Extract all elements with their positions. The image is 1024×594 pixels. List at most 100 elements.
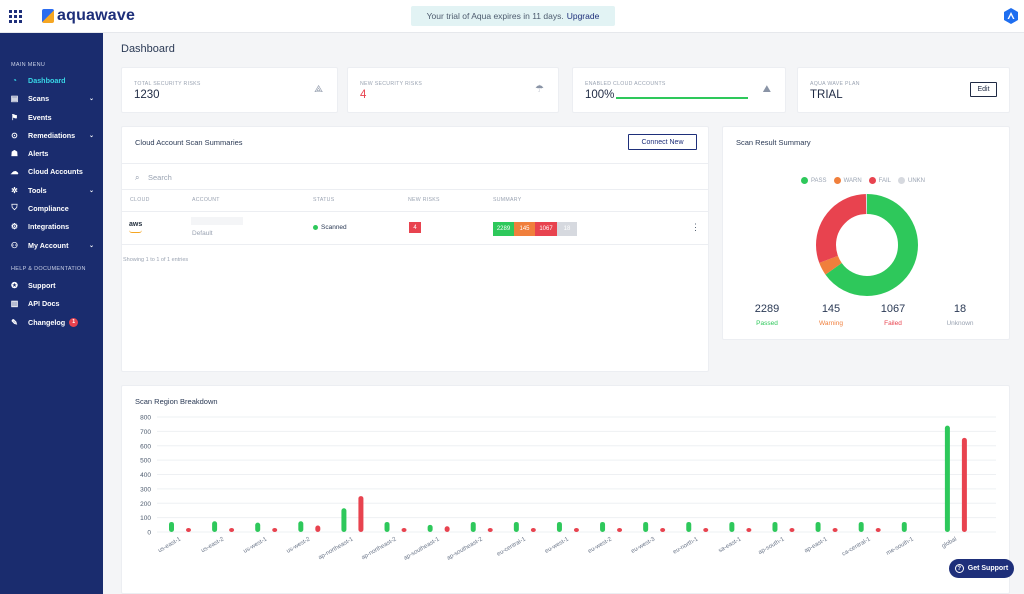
connect-new-button[interactable]: Connect New bbox=[628, 134, 697, 150]
bar-fail-ap-south-1[interactable] bbox=[789, 528, 795, 532]
scan-region-bar-chart: 0 100 200 300 400 500 600 700 800 us-east-1 us-eas… bbox=[140, 415, 996, 562]
sidebar-item-alerts[interactable]: ☗ Alerts bbox=[10, 146, 94, 160]
edit-plan-button[interactable]: Edit bbox=[970, 82, 997, 97]
bar-pass-ap-southeast-2[interactable] bbox=[470, 521, 476, 532]
x-tick-label: us-west-1 bbox=[243, 536, 269, 555]
user-account-icon[interactable] bbox=[1004, 8, 1018, 24]
bar-fail-global[interactable] bbox=[961, 437, 967, 532]
bar-pass-ap-southeast-1[interactable] bbox=[427, 524, 433, 532]
bar-pass-sa-east-1[interactable] bbox=[729, 521, 735, 532]
x-tick-label: ap-northeast-1 bbox=[318, 536, 355, 561]
status-dot-icon bbox=[313, 225, 318, 230]
bar-pass-us-east-1[interactable] bbox=[169, 521, 174, 532]
card-title: Cloud Account Scan Summaries bbox=[135, 138, 243, 147]
sidebar-item-compliance[interactable]: ⛉ Compliance bbox=[10, 201, 94, 215]
bar-pass-eu-west-3[interactable] bbox=[643, 521, 649, 532]
column-header-summary[interactable]: SUMMARY bbox=[493, 197, 522, 203]
bar-pass-eu-north-1[interactable] bbox=[686, 521, 692, 532]
search-input[interactable] bbox=[148, 170, 548, 185]
bar-pass-global[interactable] bbox=[944, 425, 950, 532]
column-header-new-risks[interactable]: NEW RISKS bbox=[408, 197, 440, 203]
table-row[interactable]: aws Default Scanned 4 2289 145 1067 18 ⋮ bbox=[122, 211, 709, 245]
tools-icon: ✲ bbox=[11, 185, 18, 195]
legend-item-unkn[interactable]: UNKN bbox=[898, 177, 925, 184]
sidebar-item-events[interactable]: ⚑ Events bbox=[10, 110, 94, 124]
bar-pass-ca-central-1[interactable] bbox=[858, 521, 864, 532]
bar-fail-ap-east-1[interactable] bbox=[832, 528, 838, 532]
sidebar: MAIN MENU ◔ Dashboard ▤ Scans ⌄ ⚑ Events… bbox=[0, 33, 103, 594]
bar-pass-ap-east-1[interactable] bbox=[815, 521, 821, 532]
bar-fail-ap-northeast-2[interactable] bbox=[401, 528, 407, 532]
bar-fail-eu-west-2[interactable] bbox=[617, 528, 623, 532]
sidebar-item-my-account[interactable]: ⚇ My Account ⌄ bbox=[10, 238, 94, 252]
bar-pass-ap-northeast-1[interactable] bbox=[341, 508, 347, 532]
new-security-risks-card: NEW SECURITY RISKS 4 ☂ bbox=[347, 67, 559, 113]
legend-item-fail[interactable]: FAIL bbox=[868, 177, 891, 184]
legend-swatch bbox=[898, 177, 906, 184]
y-tick-label: 500 bbox=[140, 458, 151, 465]
sidebar-item-scans[interactable]: ▤ Scans ⌄ bbox=[10, 91, 94, 105]
sidebar-item-api-docs[interactable]: ▥ API Docs bbox=[10, 296, 94, 310]
upgrade-link[interactable]: Upgrade bbox=[566, 11, 600, 21]
x-tick-label: us-east-1 bbox=[157, 536, 182, 554]
column-header-status[interactable]: STATUS bbox=[313, 197, 335, 203]
bar-pass-eu-west-1[interactable] bbox=[556, 521, 562, 532]
bar-fail-ap-southeast-2[interactable] bbox=[487, 528, 493, 532]
sidebar-item-dashboard[interactable]: ◔ Dashboard bbox=[10, 73, 94, 87]
unknown-stat: 18 Unknown bbox=[930, 303, 990, 327]
x-tick-label: us-east-2 bbox=[200, 536, 225, 554]
donut-slice-fail[interactable] bbox=[816, 194, 918, 296]
account-name: Default bbox=[192, 230, 213, 237]
bar-pass-eu-west-2[interactable] bbox=[600, 521, 606, 532]
bar-pass-ap-northeast-2[interactable] bbox=[384, 521, 390, 532]
chevron-down-icon: ⌄ bbox=[88, 187, 94, 194]
x-tick-label: eu-west-3 bbox=[630, 536, 656, 555]
sidebar-item-label: Integrations bbox=[28, 221, 70, 231]
bar-pass-ap-south-1[interactable] bbox=[772, 521, 778, 532]
bar-fail-us-east-1[interactable] bbox=[186, 528, 191, 532]
search-icon: ⌕ bbox=[135, 173, 140, 182]
bar-pass-us-west-2[interactable] bbox=[298, 521, 304, 532]
bar-fail-us-west-2[interactable] bbox=[315, 525, 321, 532]
dashboard-icon: ◔ bbox=[12, 75, 17, 85]
bar-fail-ap-northeast-1[interactable] bbox=[358, 496, 364, 532]
scan-summaries-card: Cloud Account Scan Summaries Connect New… bbox=[121, 126, 709, 372]
row-menu-icon[interactable]: ⋮ bbox=[691, 222, 700, 232]
legend-item-warn[interactable]: WARN bbox=[833, 177, 862, 184]
sidebar-item-remediations[interactable]: ⊙ Remediations ⌄ bbox=[10, 128, 94, 142]
get-support-button[interactable]: ? Get Support bbox=[949, 559, 1014, 578]
brand-logo[interactable]: aquawave bbox=[42, 7, 135, 25]
bar-fail-ca-central-1[interactable] bbox=[875, 528, 881, 532]
bar-fail-ap-southeast-1[interactable] bbox=[444, 526, 450, 532]
y-tick-label: 300 bbox=[140, 486, 151, 493]
bar-pass-eu-central-1[interactable] bbox=[513, 521, 519, 532]
column-header-account[interactable]: ACCOUNT bbox=[192, 197, 220, 203]
donut-slice-unkn[interactable] bbox=[816, 194, 918, 296]
bar-pass-me-south-1[interactable] bbox=[901, 521, 907, 532]
bar-fail-us-west-1[interactable] bbox=[272, 528, 278, 532]
warning-label: Warning bbox=[819, 320, 843, 327]
total-security-risks-card: TOTAL SECURITY RISKS 1230 ⟁ bbox=[121, 67, 338, 113]
sidebar-item-label: API Docs bbox=[28, 298, 60, 308]
bar-fail-eu-north-1[interactable] bbox=[703, 528, 709, 532]
aquawave-logo-icon bbox=[42, 9, 54, 23]
bar-pass-us-west-1[interactable] bbox=[255, 522, 261, 532]
sidebar-item-integrations[interactable]: ⚙ Integrations bbox=[10, 219, 94, 233]
sidebar-item-support[interactable]: ✪ Support bbox=[10, 278, 94, 292]
sidebar-item-tools[interactable]: ✲ Tools ⌄ bbox=[10, 183, 94, 197]
bar-fail-sa-east-1[interactable] bbox=[746, 528, 752, 532]
x-tick-label: ap-south-1 bbox=[758, 536, 786, 556]
bar-pass-us-east-2[interactable] bbox=[212, 521, 218, 532]
y-tick-label: 200 bbox=[140, 501, 151, 508]
bar-fail-eu-west-3[interactable] bbox=[660, 528, 666, 532]
bar-fail-us-east-2[interactable] bbox=[229, 527, 235, 532]
bar-fail-eu-central-1[interactable] bbox=[530, 528, 536, 532]
sidebar-item-changelog[interactable]: ✎ Changelog 1 bbox=[10, 315, 94, 329]
legend-item-pass[interactable]: PASS bbox=[801, 177, 827, 184]
page-title: Dashboard bbox=[121, 43, 175, 55]
column-header-cloud[interactable]: CLOUD bbox=[130, 197, 150, 203]
sidebar-item-cloud-accounts[interactable]: ☁ Cloud Accounts bbox=[10, 164, 94, 178]
unknown-count: 18 bbox=[953, 303, 967, 315]
apps-grid-icon[interactable] bbox=[9, 10, 22, 23]
bar-fail-eu-west-1[interactable] bbox=[573, 528, 579, 532]
